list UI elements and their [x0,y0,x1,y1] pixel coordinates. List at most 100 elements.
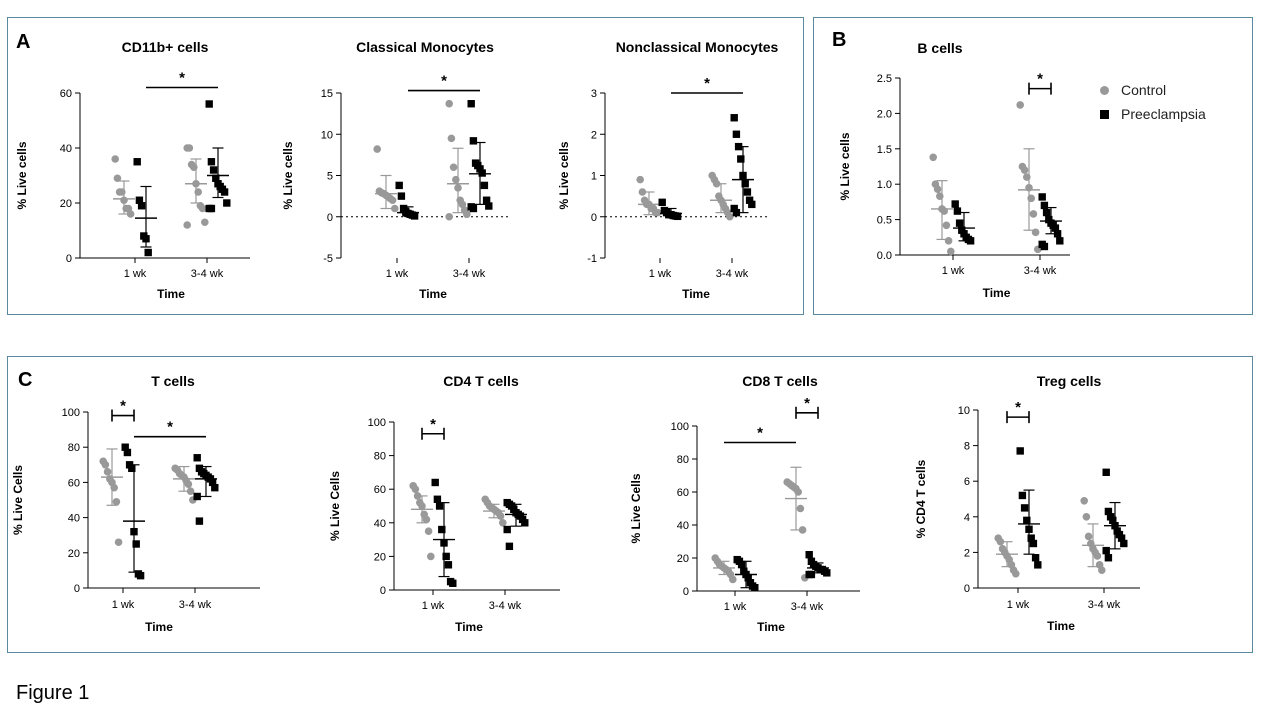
x-axis-label: Time [145,620,173,634]
chart-title: B cells [917,40,962,56]
data-point-control [1027,194,1035,203]
chart-5: CD4 T cells % Live Cells Time 0 20 40 60 80 100 1… [328,373,560,634]
data-point-preeclampsia [220,188,229,196]
data-point-control [452,175,460,184]
y-tick-label: 80 [68,442,80,454]
legend-marker-preeclampsia [1100,109,1109,119]
data-point-control [726,212,734,221]
x-tick-label: 3-4 wk [489,600,522,612]
data-point-preeclampsia [751,584,759,592]
data-point-preeclampsia [741,180,749,188]
data-point-control [1020,166,1029,174]
data-point-control [424,527,433,535]
y-tick-label: 2 [591,129,597,141]
data-point-preeclampsia [1025,525,1033,533]
data-point-control [422,515,431,524]
data-point-control [463,210,471,219]
y-tick-label: 0 [380,585,386,597]
chart-0: CD11b+ cells % Live cells Time 0 20 40 60 1 wk 3… [15,39,250,301]
y-tick-label: 3 [591,88,597,100]
legend-item-preeclampsia: Preeclampsia [1100,102,1206,126]
data-point-control [445,99,454,108]
data-point-control [1082,513,1091,521]
y-tick-label: 8 [964,441,970,453]
data-point-preeclampsia [1027,534,1035,542]
data-point-control [944,237,953,245]
data-point-preeclampsia [469,204,478,213]
data-point-control [1031,228,1040,237]
data-point-control [794,488,802,496]
data-point-preeclampsia [1056,237,1064,245]
data-point-control [496,512,505,520]
data-point-preeclampsia [482,196,491,204]
y-tick-label: 100 [368,417,386,429]
data-point-preeclampsia [1102,468,1110,476]
y-tick-label: 80 [677,454,689,466]
data-point-preeclampsia [748,200,756,209]
data-point-preeclampsia [1053,230,1062,238]
data-point-preeclampsia [136,571,145,580]
y-tick-label: 20 [68,548,80,560]
data-point-control [111,155,119,163]
y-tick-label: 2 [964,547,970,559]
data-point-preeclampsia [737,560,746,569]
y-tick-label: 0 [683,586,689,598]
y-tick-label: 2.0 [877,108,892,120]
data-point-preeclampsia [807,570,816,579]
y-axis-label: % Live cells [15,141,29,209]
data-point-control [1084,532,1093,541]
y-tick-label: 0.5 [877,215,892,227]
data-point-preeclampsia [121,443,129,451]
y-tick-label: 60 [60,88,72,100]
panel-c [7,356,1253,653]
significance-star: * [1015,399,1021,416]
legend-marker-control [1100,85,1109,95]
y-tick-label: 15 [321,88,333,100]
panel-b [813,17,1253,315]
data-point-preeclampsia [1018,491,1027,500]
data-point-control [1016,101,1024,109]
data-point-preeclampsia [207,204,216,213]
data-point-preeclampsia [223,199,231,207]
data-point-control [798,526,807,534]
data-point-preeclampsia [1051,224,1060,232]
data-point-control [185,144,194,152]
data-point-preeclampsia [440,539,448,547]
data-point-preeclampsia [658,198,666,207]
data-point-preeclampsia [1104,507,1113,516]
chart-title: Treg cells [1037,373,1102,389]
data-point-preeclampsia [478,169,486,177]
chart-title: T cells [151,373,195,389]
data-point-control [201,218,209,227]
data-point-control [198,204,207,213]
data-point-preeclampsia [732,130,741,138]
y-tick-label: 0 [964,583,970,595]
x-tick-label: 1 wk [1007,599,1030,611]
data-point-preeclampsia [442,552,450,561]
data-point-preeclampsia [144,248,152,257]
data-point-control [1029,210,1038,218]
significance-star: * [441,73,447,90]
y-tick-label: -5 [323,253,333,265]
figure-caption: Figure 1 [16,682,90,704]
data-point-control [940,207,948,215]
y-tick-label: 60 [677,487,689,499]
data-point-control [996,537,1005,546]
data-point-preeclampsia [1104,554,1113,562]
data-point-control [427,552,435,561]
significance-star: * [1037,71,1043,88]
y-tick-label: 4 [964,512,970,524]
data-point-control [110,483,118,492]
data-point-preeclampsia [438,525,446,534]
data-point-preeclampsia [208,478,217,487]
data-point-preeclampsia [1120,539,1128,548]
data-point-control [183,221,191,229]
data-point-preeclampsia [966,237,975,245]
y-tick-label: 40 [677,520,689,532]
data-point-preeclampsia [739,171,747,180]
data-point-control [113,174,122,183]
y-tick-label: 0 [327,212,333,224]
data-point-preeclampsia [1016,447,1024,455]
data-point-control [186,487,195,496]
data-point-preeclampsia [1117,534,1126,542]
